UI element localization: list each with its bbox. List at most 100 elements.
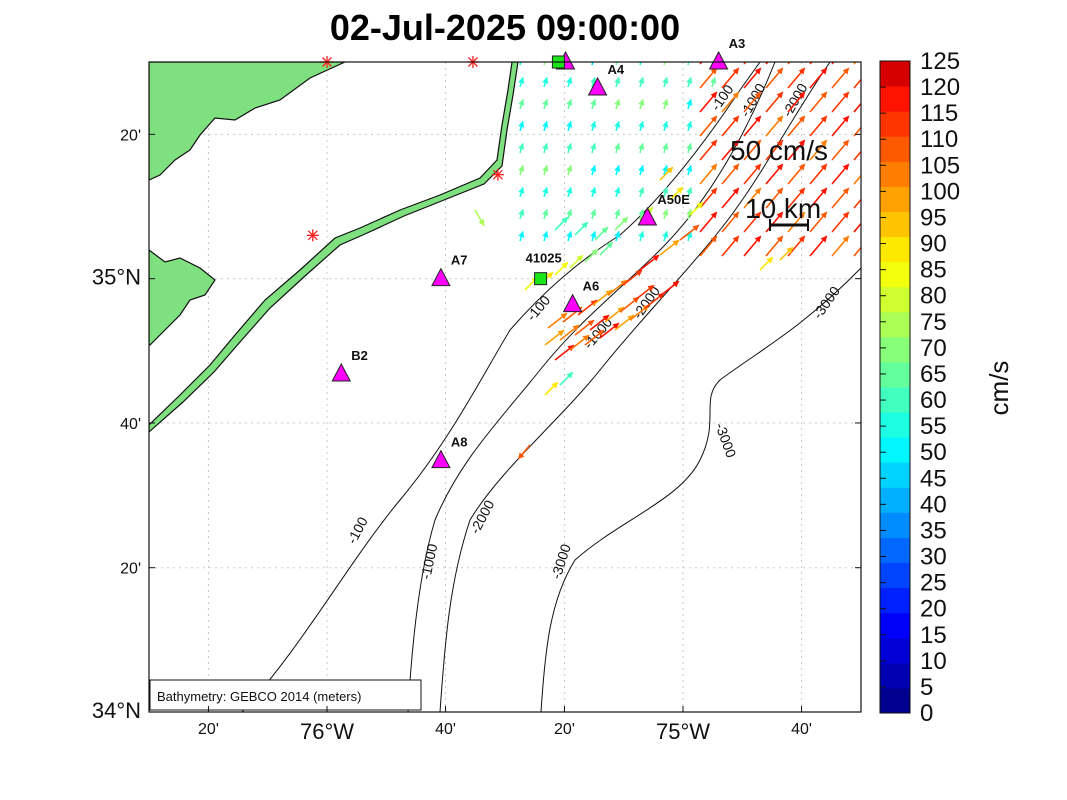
colorbar-cell [880,412,910,438]
station-marker[interactable]: A3 [708,36,746,70]
contour-100 [241,62,761,712]
station-triangle-icon [331,362,352,382]
current-arrow [638,142,645,154]
current-arrow [569,334,590,351]
colorbar-cell [880,286,910,313]
current-arrow [831,62,835,65]
colorbar-cell [880,86,910,112]
current-arrow [566,120,573,132]
current-arrow [566,186,573,198]
current-arrow [787,115,806,137]
current-arrow [699,163,718,185]
lat-tick-label: 34°N [92,698,141,723]
current-arrow [686,230,693,242]
current-arrow [743,235,762,257]
colorbar-tick-label: 110 [920,126,958,153]
station-triangle-icon [562,293,583,313]
colorbar-tick-label: 95 [920,204,947,231]
current-arrow [638,76,645,88]
current-arrow [542,76,549,88]
current-arrow [542,208,549,220]
current-arrow [614,120,621,132]
current-arrow [566,208,573,220]
current-arrow [765,67,784,89]
current-arrow [809,67,828,89]
station-marker[interactable]: A8 [431,435,468,469]
station-marker[interactable]: 41025 [526,251,562,286]
map-frame [148,61,862,713]
lon-tick-label: 20' [554,721,575,738]
current-arrow [853,246,861,257]
current-arrow [787,91,806,113]
colorbar-cell [880,211,910,238]
current-arrow [743,91,762,113]
colorbar-tick-label: 15 [920,622,947,649]
current-arrow [590,98,597,110]
current-arrow [699,91,718,113]
colorbar-tick-label: 115 [920,100,958,127]
axis-tick-labels: 20' 76°W 40' 20' 75°W 40' 20' 35°N 40' 20' 34°N [92,127,861,744]
station-marker[interactable]: B2 [331,348,368,382]
current-arrow [779,246,794,261]
map-panel: -100 -1000 -2000 -3000 -100 -1000 -2000 … [92,36,862,744]
colorbar-tick-label: 70 [920,335,947,362]
buoy-square-icon [534,272,548,286]
colorbar-tick-label: 40 [920,491,947,518]
current-arrow [686,142,693,154]
current-arrow [721,91,740,113]
current-arrow [831,163,850,185]
current-arrow [547,312,568,329]
station-marker[interactable]: A50E [637,192,690,226]
current-arrow [638,230,645,242]
current-arrow [669,186,684,201]
current-arrow [853,102,861,113]
colorbar-cell [880,236,910,263]
current-arrow [614,208,621,220]
current-arrow [721,187,740,209]
colorbar-tick-label: 20 [920,596,947,623]
colorbar-tick-label: 10 [920,648,947,675]
current-arrow [590,208,597,220]
hf-radar-site [306,229,319,242]
current-arrow [591,62,594,66]
colorbar-cell [880,462,910,488]
current-arrow [639,62,642,66]
current-arrow [518,208,525,220]
colorbar-tick-label: 45 [920,465,947,492]
current-arrow [614,186,621,198]
current-arrow [544,329,565,346]
station-marker[interactable]: A6 [562,279,600,313]
current-arrow [809,211,828,233]
current-arrow [759,256,774,271]
current-arrow [686,208,693,220]
colorbar-cell [880,662,910,689]
current-arrow [765,115,784,137]
current-arrow [559,324,580,341]
current-arrow [638,186,645,198]
colorbar-tick-label: 5 [920,674,933,701]
current-arrow [809,62,813,65]
current-arrow [519,62,522,66]
colorbar-tick-label: 80 [920,283,947,310]
lon-tick-label: 40' [435,721,456,738]
current-arrow [721,163,740,185]
current-arrow [614,216,629,231]
colorbar-cell [880,487,910,513]
current-arrow [699,235,718,257]
station-marker[interactable]: A4 [587,62,625,96]
current-arrow [615,62,618,66]
current-arrow [743,67,762,89]
current-arrow [574,319,595,336]
colorbar-cell [880,361,910,388]
station-marker[interactable]: A7 [431,253,468,287]
current-arrow [659,239,680,256]
current-arrow [638,208,645,220]
current-arrow [590,186,597,198]
colorbar-tick-label: 35 [920,517,947,544]
colorbar-tick-label: 120 [920,74,960,101]
current-arrow [809,91,828,113]
current-arrow [554,261,569,276]
scale-legend: 50 cm/s 10 km [730,135,828,231]
current-arrow [584,248,599,263]
